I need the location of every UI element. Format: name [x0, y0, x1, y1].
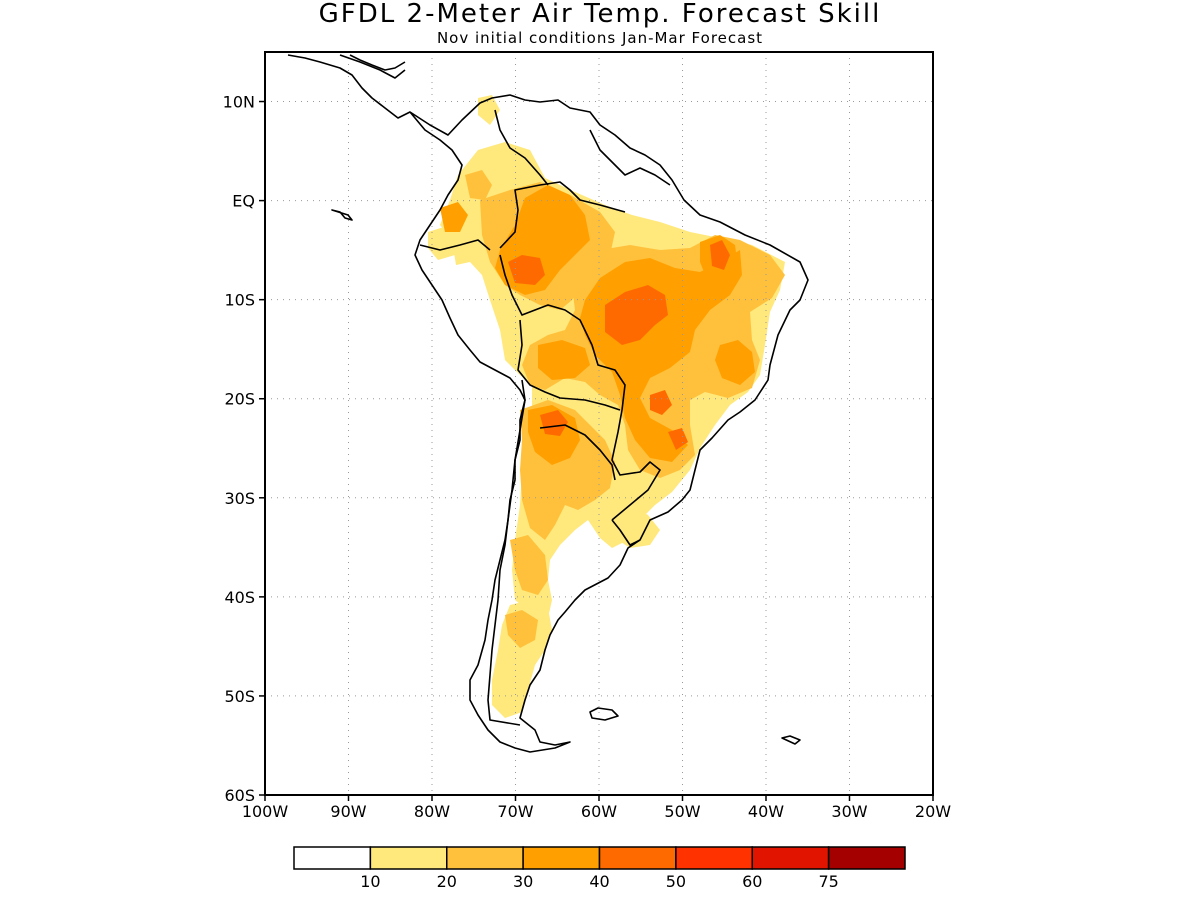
- lat-label: EQ: [232, 192, 255, 211]
- skill-region-40-50-chaco: [540, 410, 568, 436]
- skill-region-20-30-colombia: [465, 170, 492, 200]
- skill-region-10-20-ecuador: [428, 225, 462, 260]
- lat-label: 40S: [224, 588, 255, 607]
- cuba-coastline: [349, 54, 406, 71]
- longitude-labels: 100W 90W 80W 70W 60W 50W 40W 30W 20W: [242, 795, 951, 821]
- latitude-labels: 10N EQ 10S 20S 30S 40S 50S 60S: [223, 93, 265, 805]
- galapagos-islands: [331, 209, 353, 221]
- chart-subtitle: Nov initial conditions Jan-Mar Forecast: [436, 29, 764, 47]
- country-border-colombia-venezuela: [494, 109, 549, 186]
- caribbean-coast: [339, 54, 406, 79]
- colorbar-swatch: [522, 846, 601, 870]
- colorbar-swatch: [369, 846, 448, 870]
- colorbar-label: 20: [437, 872, 457, 891]
- south-georgia-island: [781, 735, 801, 745]
- colorbar-swatch: [675, 846, 753, 870]
- lon-label: 70W: [497, 802, 533, 821]
- country-border-bolivia: [517, 319, 621, 411]
- colorbar-swatch: [751, 846, 830, 870]
- south-america-coastline: [409, 94, 809, 753]
- colorbar-swatch: [827, 846, 906, 870]
- skill-shading: [428, 95, 785, 718]
- country-border-guianas: [589, 129, 671, 186]
- colorbar-swatch: [446, 846, 524, 870]
- lat-label: 10N: [223, 93, 255, 112]
- lon-label: 90W: [330, 802, 366, 821]
- skill-region-30-40-bolivia: [538, 340, 590, 380]
- country-border-chile-argentina: [487, 379, 526, 726]
- skill-region-10-20-patagonia: [492, 600, 552, 718]
- country-border-peru-brazil: [499, 254, 661, 521]
- country-border-argentina-uruguay: [611, 519, 641, 546]
- lat-label: 50S: [224, 687, 255, 706]
- skill-region-20-30-cuyo: [510, 535, 548, 595]
- skill-region-40-50-nordeste: [710, 240, 730, 270]
- skill-region-40-50-central-brazil: [605, 285, 668, 345]
- skill-region-30-40-east: [715, 340, 755, 385]
- lon-label: 20W: [915, 802, 951, 821]
- colorbar-swatch: [598, 846, 677, 870]
- lon-label: 100W: [242, 802, 289, 821]
- lon-label: 50W: [664, 802, 700, 821]
- colorbar-swatch: [293, 846, 372, 870]
- colorbar: 10 20 30 40 50 60 75: [293, 846, 906, 891]
- colorbar-label: 30: [513, 872, 533, 891]
- skill-region-40-50-coast: [668, 428, 688, 450]
- country-border-paraguay: [539, 424, 616, 481]
- falkland-islands: [589, 707, 619, 721]
- chart-title: GFDL 2-Meter Air Temp. Forecast Skill: [318, 0, 882, 29]
- lat-label: 10S: [224, 291, 255, 310]
- colorbar-label: 75: [818, 872, 838, 891]
- country-border-brazil-west: [499, 181, 626, 249]
- skill-region-20-30-patagonia: [505, 610, 538, 648]
- skill-region-30-40-ecuador: [440, 202, 468, 232]
- colorbar-label: 60: [742, 872, 762, 891]
- country-border-ecuador-peru: [419, 239, 491, 251]
- lon-label: 30W: [831, 802, 867, 821]
- coastlines-and-borders: [287, 54, 809, 753]
- skill-region-40-50-southeast: [650, 390, 672, 415]
- lon-label: 80W: [414, 802, 450, 821]
- colorbar-label: 50: [666, 872, 686, 891]
- lat-label: 20S: [224, 390, 255, 409]
- lon-label: 60W: [581, 802, 617, 821]
- colorbar-label: 10: [360, 872, 380, 891]
- central-america-coastline: [287, 54, 411, 119]
- lat-label: 30S: [224, 489, 255, 508]
- skill-region-10-20-caribbean: [478, 95, 500, 125]
- colorbar-label: 40: [589, 872, 609, 891]
- lon-label: 40W: [748, 802, 784, 821]
- lat-label: 60S: [224, 786, 255, 805]
- skill-region-40-50-amazon: [508, 255, 545, 285]
